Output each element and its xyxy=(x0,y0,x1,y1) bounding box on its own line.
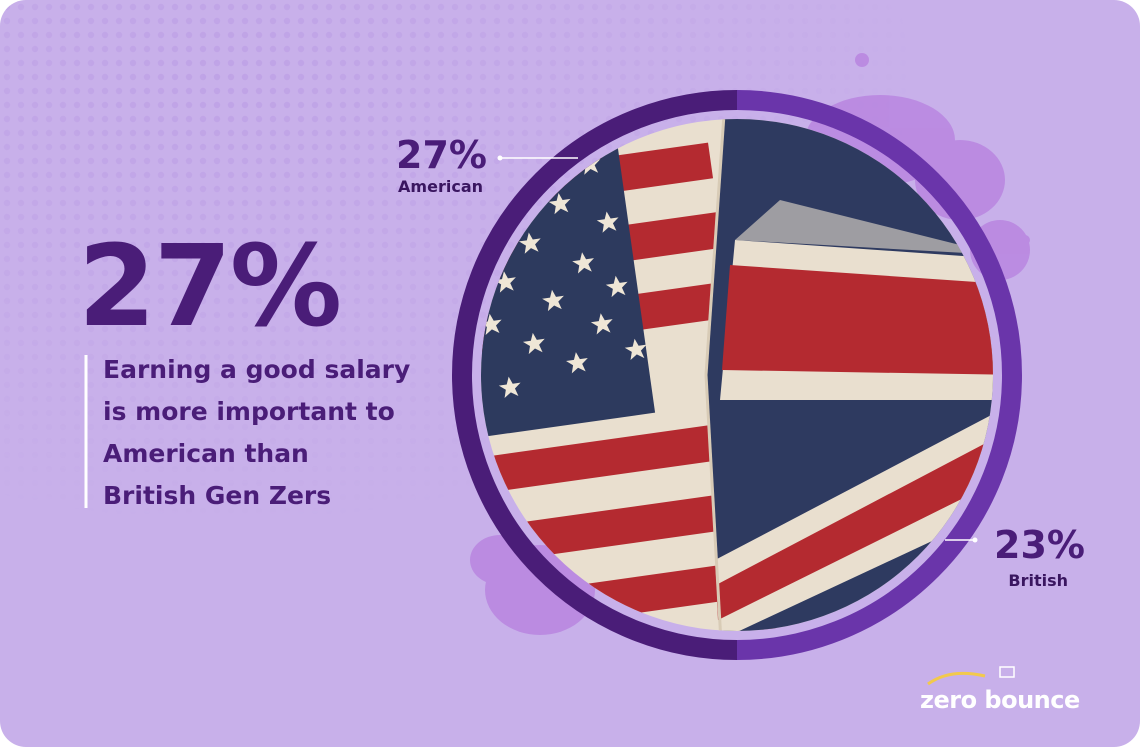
callout-dot xyxy=(497,155,503,161)
logo-swoosh xyxy=(927,671,986,686)
headline-line: Earning a good salary xyxy=(103,355,410,384)
callout-figure: 23% xyxy=(994,523,1085,567)
callout-dot xyxy=(972,537,978,543)
ring-american xyxy=(452,90,738,660)
headline-text: Earning a good salary is more important … xyxy=(103,355,410,510)
callout-figure: 27% xyxy=(396,133,487,177)
callout-label: British xyxy=(1008,571,1068,590)
ring-british xyxy=(736,90,1022,660)
headline-line: is more important to xyxy=(103,397,395,426)
logo: zero bounce xyxy=(920,686,1080,714)
headline-line: British Gen Zers xyxy=(103,481,331,510)
callout-label: American xyxy=(398,177,483,196)
uk-bands xyxy=(715,200,993,631)
headline-line: American than xyxy=(103,439,309,468)
logo-envelope xyxy=(999,666,1015,678)
headline-figure: 27% xyxy=(78,222,340,352)
